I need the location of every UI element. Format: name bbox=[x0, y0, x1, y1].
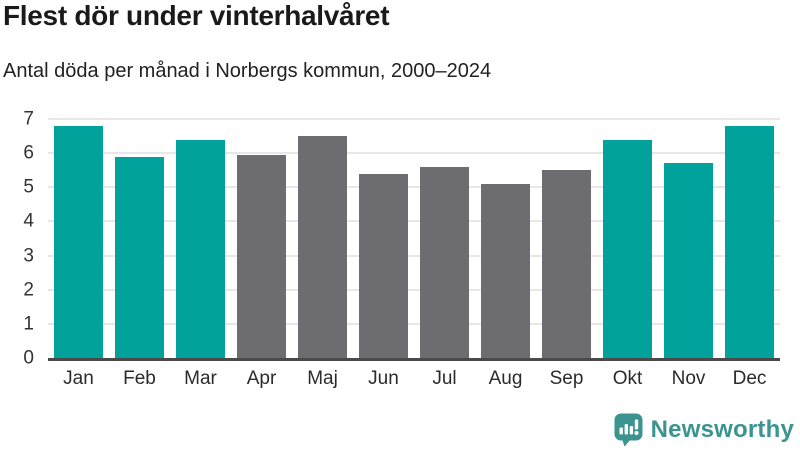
x-tick-label-jun: Jun bbox=[368, 368, 399, 389]
x-tick-label-aug: Aug bbox=[488, 368, 523, 389]
y-tick-label: 2 bbox=[23, 279, 34, 301]
bar-jan bbox=[54, 125, 103, 358]
gridline bbox=[48, 322, 780, 325]
y-tick-label: 7 bbox=[23, 108, 34, 130]
y-tick-label: 5 bbox=[23, 176, 34, 198]
y-tick-label: 0 bbox=[23, 347, 34, 369]
x-tick-label-sep: Sep bbox=[549, 368, 584, 389]
bar-dec bbox=[725, 125, 774, 358]
gridline bbox=[48, 288, 780, 291]
plot-area bbox=[48, 118, 780, 361]
bar-okt bbox=[603, 139, 652, 358]
gridline bbox=[48, 186, 780, 189]
bar-series bbox=[48, 119, 780, 358]
bar-apr bbox=[237, 154, 286, 358]
bar-nov bbox=[664, 163, 713, 358]
x-tick-label-maj: Maj bbox=[307, 368, 338, 389]
y-tick-label: 1 bbox=[23, 313, 34, 335]
bar-maj bbox=[298, 136, 347, 358]
gridline bbox=[48, 220, 780, 223]
chart-title: Flest dör under vinterhalvåret bbox=[3, 0, 390, 31]
bar-sep bbox=[542, 170, 591, 358]
y-tick-label: 3 bbox=[23, 245, 34, 267]
x-tick-label-nov: Nov bbox=[671, 368, 706, 389]
bar-jul bbox=[420, 166, 469, 358]
x-tick-label-mar: Mar bbox=[184, 368, 217, 389]
bar-slot-mar bbox=[170, 119, 231, 358]
bar-mar bbox=[176, 139, 225, 358]
chart-subtitle: Antal döda per månad i Norbergs kommun, … bbox=[3, 60, 492, 82]
bar-slot-jan bbox=[48, 119, 109, 358]
x-tick-label-dec: Dec bbox=[732, 368, 767, 389]
bar-slot-dec bbox=[719, 119, 780, 358]
bar-slot-sep bbox=[536, 119, 597, 358]
y-tick-label: 4 bbox=[23, 210, 34, 232]
x-axis: Jan Feb Mar Apr Maj Jun Jul Aug Sep Okt Nov Dec bbox=[48, 368, 780, 390]
x-tick-label-jul: Jul bbox=[432, 368, 457, 389]
y-tick-label: 6 bbox=[23, 142, 34, 164]
gridline bbox=[48, 152, 780, 155]
bar-slot-aug bbox=[475, 119, 536, 358]
bar-slot-nov bbox=[658, 119, 719, 358]
gridline bbox=[48, 118, 780, 120]
bar-slot-jul bbox=[414, 119, 475, 358]
x-tick-label-feb: Feb bbox=[123, 368, 156, 389]
bar-slot-apr bbox=[231, 119, 292, 358]
y-axis: 0 1 2 3 4 5 6 7 bbox=[0, 110, 42, 368]
x-tick-label-jan: Jan bbox=[63, 368, 94, 389]
bar-slot-maj bbox=[292, 119, 353, 358]
bar-slot-okt bbox=[597, 119, 658, 358]
brand-name: Newsworthy bbox=[650, 415, 794, 443]
x-tick-label-apr: Apr bbox=[246, 368, 277, 389]
bar-feb bbox=[115, 156, 164, 358]
bar-slot-jun bbox=[353, 119, 414, 358]
gridline bbox=[48, 254, 780, 257]
brand-footer: Newsworthy bbox=[613, 412, 794, 447]
newsworthy-logo-icon bbox=[614, 413, 643, 447]
x-tick-label-okt: Okt bbox=[612, 368, 643, 389]
bar-jun bbox=[359, 173, 408, 358]
bar-aug bbox=[481, 183, 530, 358]
bar-slot-feb bbox=[109, 119, 170, 358]
